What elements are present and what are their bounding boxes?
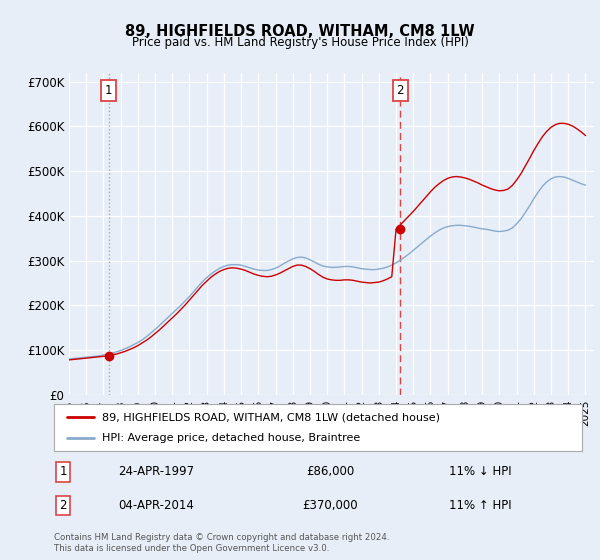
Text: 04-APR-2014: 04-APR-2014 [118,499,194,512]
Text: 1: 1 [59,465,67,478]
Text: Price paid vs. HM Land Registry's House Price Index (HPI): Price paid vs. HM Land Registry's House … [131,36,469,49]
Text: 2: 2 [397,84,404,97]
Text: 2: 2 [59,499,67,512]
Text: Contains HM Land Registry data © Crown copyright and database right 2024.
This d: Contains HM Land Registry data © Crown c… [54,533,389,553]
Text: 24-APR-1997: 24-APR-1997 [118,465,194,478]
Text: £86,000: £86,000 [306,465,354,478]
Text: 11% ↑ HPI: 11% ↑ HPI [449,499,511,512]
Text: HPI: Average price, detached house, Braintree: HPI: Average price, detached house, Brai… [101,433,360,443]
Text: 1: 1 [105,84,112,97]
Text: 89, HIGHFIELDS ROAD, WITHAM, CM8 1LW (detached house): 89, HIGHFIELDS ROAD, WITHAM, CM8 1LW (de… [101,412,440,422]
Text: 89, HIGHFIELDS ROAD, WITHAM, CM8 1LW: 89, HIGHFIELDS ROAD, WITHAM, CM8 1LW [125,24,475,39]
Text: £370,000: £370,000 [302,499,358,512]
Text: 11% ↓ HPI: 11% ↓ HPI [449,465,511,478]
